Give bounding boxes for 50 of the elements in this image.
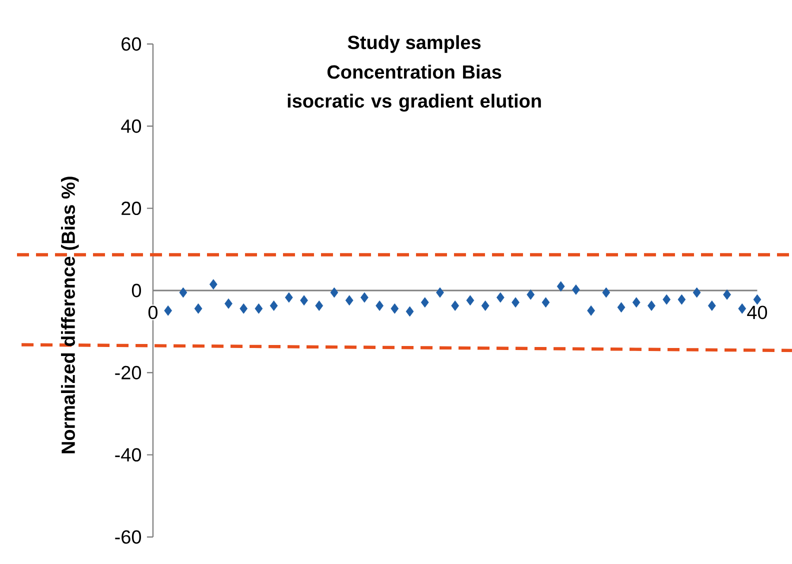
point: [300, 295, 308, 306]
point: [270, 300, 278, 311]
point: [360, 292, 368, 303]
y-tick-label: 40: [121, 119, 142, 133]
y-tick-label: -20: [115, 366, 142, 380]
point: [390, 303, 399, 314]
point: [254, 303, 263, 314]
point: [723, 289, 731, 300]
point: [617, 302, 626, 313]
point: [481, 300, 490, 311]
y-tick-label: -40: [115, 448, 142, 462]
point: [224, 298, 232, 309]
y-tick-label: -60: [115, 530, 142, 544]
point: [662, 294, 671, 305]
point: [209, 279, 218, 290]
point: [466, 295, 474, 306]
point: [330, 287, 338, 298]
point: [194, 303, 202, 314]
point: [179, 287, 188, 298]
point: [708, 300, 716, 311]
point: [572, 284, 580, 295]
point: [451, 300, 460, 311]
point: [240, 303, 248, 314]
point: [420, 297, 429, 308]
y-axis-title: Normalized difference (Bias %): [61, 176, 79, 454]
point: [542, 297, 550, 308]
point: [678, 294, 686, 305]
y-tick-label: 20: [122, 202, 142, 216]
point: [164, 305, 172, 316]
point: [556, 281, 565, 292]
y-tick-label: 0: [132, 284, 142, 298]
point: [632, 297, 640, 308]
point: [692, 287, 701, 298]
point: [315, 300, 324, 311]
text: Concentration Bias isocratic vs gradient elution: [288, 64, 541, 112]
point: [436, 287, 444, 298]
point: [587, 305, 596, 316]
point: [496, 292, 504, 303]
point: [753, 294, 762, 305]
chart-title: Study samples: [348, 35, 481, 53]
point: [602, 287, 610, 298]
point: [648, 300, 656, 311]
point: [738, 303, 746, 314]
point: [284, 292, 293, 303]
point: [406, 306, 414, 317]
point: [345, 295, 354, 306]
y-tick-label: 60: [122, 37, 142, 51]
point: [376, 300, 384, 311]
point: [512, 297, 520, 308]
point: [526, 289, 535, 300]
